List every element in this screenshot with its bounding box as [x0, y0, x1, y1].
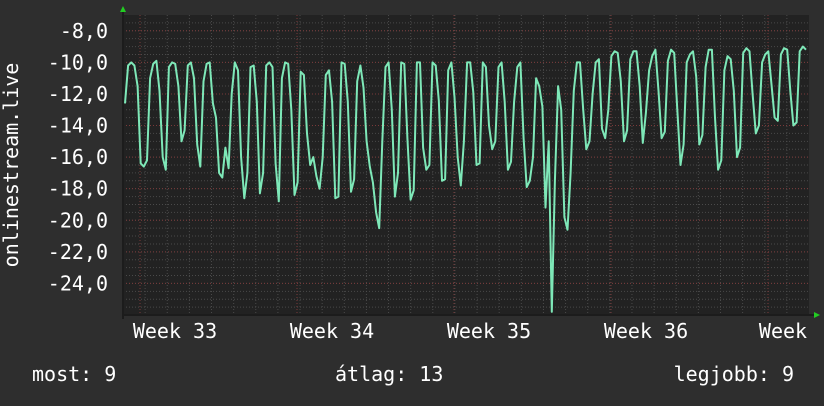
y-tick-label: -18,0	[48, 177, 108, 201]
x-tick-labels: Week 33 Week 34 Week 35 Week 36 Week	[133, 319, 807, 343]
y-tick-label: -14,0	[48, 114, 108, 138]
y-tick-label: -12,0	[48, 82, 108, 106]
axes	[120, 6, 820, 319]
series-layer	[124, 45, 807, 313]
x-tick-label: Week	[759, 319, 807, 343]
y-tick-label: -10,0	[48, 50, 108, 74]
x-tick-label: Week 35	[447, 319, 531, 343]
series-line	[124, 45, 807, 313]
current-value: most: 9	[32, 362, 117, 386]
y-tick-label: -20,0	[48, 208, 108, 232]
best-value: legjobb: 9	[673, 362, 794, 386]
y-tick-label: -24,0	[48, 271, 108, 295]
y-tick-label: -22,0	[48, 240, 108, 264]
y-axis-label: onlinestream.live	[0, 63, 23, 268]
x-tick-label: Week 34	[290, 319, 374, 343]
y-axis-arrow	[120, 6, 126, 12]
x-tick-label: Week 36	[604, 319, 688, 343]
y-tick-labels: -8,0 -10,0 -12,0 -14,0 -16,0 -18,0 -20,0 -22,0 -…	[48, 19, 108, 296]
average-value: átlag: 13	[335, 362, 444, 386]
y-tick-label: -8,0	[60, 19, 108, 43]
x-tick-label: Week 33	[133, 319, 217, 343]
stats-row: most: 9 átlag: 13 legjobb: 9	[0, 362, 824, 390]
y-tick-label: -16,0	[48, 145, 108, 169]
x-axis-arrow	[814, 312, 820, 318]
